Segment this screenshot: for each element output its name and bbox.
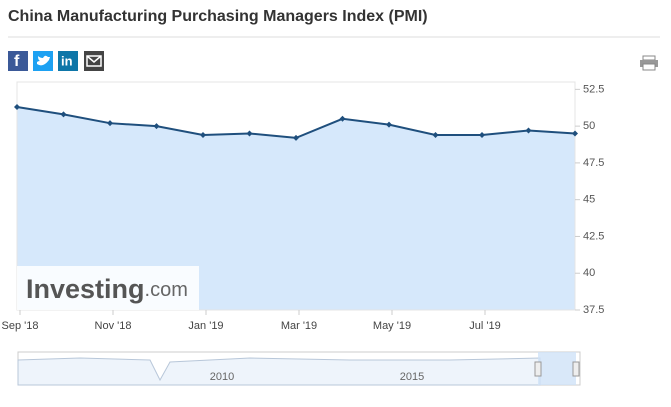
watermark: Investing.com bbox=[17, 266, 199, 310]
page-title: China Manufacturing Purchasing Managers … bbox=[8, 8, 428, 25]
y-tick-label: 45 bbox=[583, 194, 595, 206]
share-email[interactable] bbox=[84, 51, 104, 71]
y-tick-label: 40 bbox=[583, 267, 595, 279]
x-tick-label: Sep '18 bbox=[2, 320, 39, 332]
point bbox=[246, 130, 253, 137]
navigator: 2010 2015 bbox=[17, 351, 581, 386]
point bbox=[293, 134, 299, 141]
y-tick-label: 50 bbox=[583, 120, 595, 132]
x-tick-label: May '19 bbox=[373, 320, 411, 332]
point bbox=[14, 104, 20, 111]
point bbox=[525, 127, 532, 134]
navigator-label: 2010 bbox=[210, 371, 234, 383]
point bbox=[200, 131, 206, 138]
navigator-handle-right[interactable] bbox=[572, 361, 580, 377]
y-tick-label: 42.5 bbox=[583, 230, 604, 242]
point bbox=[339, 115, 346, 122]
point bbox=[479, 131, 485, 138]
share-linkedin[interactable]: in bbox=[58, 51, 78, 71]
svg-text:f: f bbox=[14, 53, 20, 70]
share-twitter[interactable] bbox=[33, 51, 53, 71]
print-button[interactable] bbox=[640, 55, 658, 71]
point bbox=[572, 130, 578, 137]
point bbox=[107, 120, 113, 127]
navigator-label: 2015 bbox=[400, 371, 424, 383]
x-tick-label: Jan '19 bbox=[188, 320, 223, 332]
area bbox=[17, 107, 575, 310]
y-tick-label: 52.5 bbox=[583, 83, 604, 95]
x-tick-label: Mar '19 bbox=[281, 320, 317, 332]
x-tick-label: Jul '19 bbox=[469, 320, 500, 332]
x-tick-label: Nov '18 bbox=[95, 320, 132, 332]
navigator-handle-left[interactable] bbox=[534, 361, 542, 377]
point bbox=[386, 121, 392, 128]
point bbox=[153, 123, 160, 130]
y-tick-label: 37.5 bbox=[583, 304, 604, 316]
y-tick-label: 47.5 bbox=[583, 157, 604, 169]
svg-text:in: in bbox=[61, 53, 73, 68]
share-facebook[interactable]: f bbox=[8, 51, 28, 71]
point bbox=[432, 131, 439, 138]
point bbox=[60, 111, 67, 118]
watermark-brand: Investing.com bbox=[26, 274, 188, 304]
plot-frame bbox=[16, 81, 576, 311]
